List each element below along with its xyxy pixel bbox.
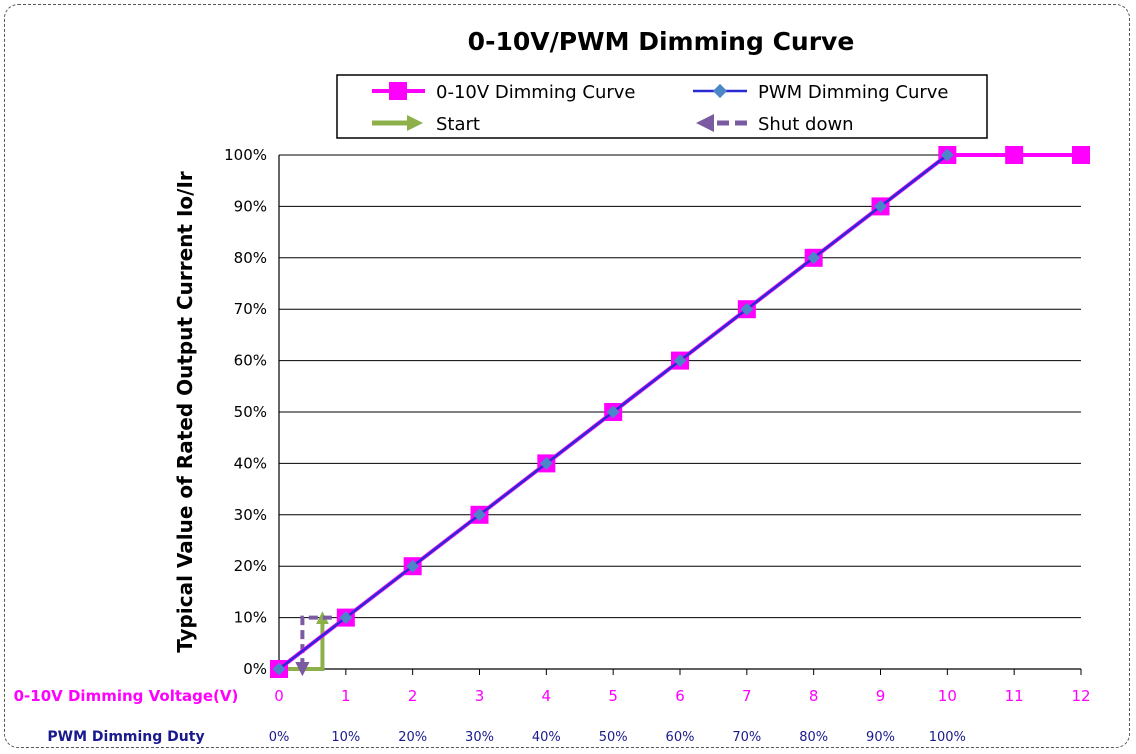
legend-label-start: Start (436, 114, 480, 135)
x-tick-label-voltage: 5 (608, 687, 618, 705)
x-tick-label-voltage: 2 (408, 687, 418, 705)
x-tick-label-pwm: 60% (666, 730, 695, 745)
x-tick-label-pwm: 80% (799, 730, 828, 745)
x-tick-label-pwm: 40% (532, 730, 561, 745)
y-tick-label: 20% (234, 557, 267, 575)
y-tick-label: 10% (234, 609, 267, 627)
legend-label-0-10v: 0-10V Dimming Curve (436, 82, 635, 103)
y-axis-label: Typical Value of Rated Output Current Io… (173, 171, 197, 653)
x-tick-label-pwm: 100% (929, 730, 966, 745)
data-point-0-10v (1072, 146, 1090, 164)
plot-area: 0%10%20%30%40%50%60%70%80%90%100%0-10V D… (14, 146, 1091, 745)
x-tick-label-voltage: 8 (809, 687, 819, 705)
y-tick-label: 30% (234, 506, 267, 524)
x-axis-label-pwm: PWM Dimming Duty (47, 729, 204, 745)
y-tick-label: 90% (234, 197, 267, 215)
y-tick-label: 70% (234, 300, 267, 318)
x-tick-label-voltage: 12 (1071, 687, 1090, 705)
y-tick-label: 100% (224, 146, 267, 164)
chart-frame (4, 4, 1130, 748)
x-axis-label-voltage: 0-10V Dimming Voltage(V) (14, 687, 239, 705)
legend-item-pwm: PWM Dimming Curve (693, 82, 949, 103)
y-tick-label: 0% (243, 660, 267, 678)
x-tick-label-pwm: 0% (269, 730, 290, 745)
y-tick-label: 60% (234, 352, 267, 370)
x-tick-label-voltage: 3 (475, 687, 485, 705)
x-tick-label-voltage: 0 (274, 687, 284, 705)
data-point-pwm (807, 251, 821, 265)
x-tick-label-pwm: 30% (465, 730, 494, 745)
x-tick-label-pwm: 50% (599, 730, 628, 745)
legend-label-shutdown: Shut down (758, 114, 854, 135)
x-tick-label-pwm: 20% (398, 730, 427, 745)
legend-box (336, 74, 988, 139)
x-tick-label-voltage: 10 (938, 687, 957, 705)
legend-item-start: Start (372, 114, 480, 135)
chart-title: 0-10V/PWM Dimming Curve (468, 27, 855, 56)
x-tick-label-pwm: 70% (732, 730, 761, 745)
x-tick-label-voltage: 6 (675, 687, 685, 705)
x-tick-label-pwm: 90% (866, 730, 895, 745)
legend-square-marker (389, 82, 407, 100)
x-tick-label-pwm: 10% (331, 730, 360, 745)
x-tick-label-voltage: 4 (542, 687, 552, 705)
legend-item-0-10v: 0-10V Dimming Curve (372, 82, 635, 103)
data-point-0-10v (1005, 146, 1024, 164)
x-tick-label-voltage: 9 (876, 687, 886, 705)
x-tick-label-voltage: 11 (1005, 687, 1024, 705)
legend-label-pwm: PWM Dimming Curve (758, 82, 949, 103)
y-tick-label: 50% (234, 403, 267, 421)
y-tick-label: 40% (234, 454, 267, 472)
y-tick-label: 80% (234, 249, 267, 267)
x-tick-label-voltage: 7 (742, 687, 752, 705)
legend: 0-10V Dimming Curve PWM Dimming Curve St… (336, 74, 988, 139)
x-tick-label-voltage: 1 (341, 687, 351, 705)
legend-item-shutdown: Shut down (696, 114, 854, 135)
legend-diamond-marker (712, 83, 728, 99)
